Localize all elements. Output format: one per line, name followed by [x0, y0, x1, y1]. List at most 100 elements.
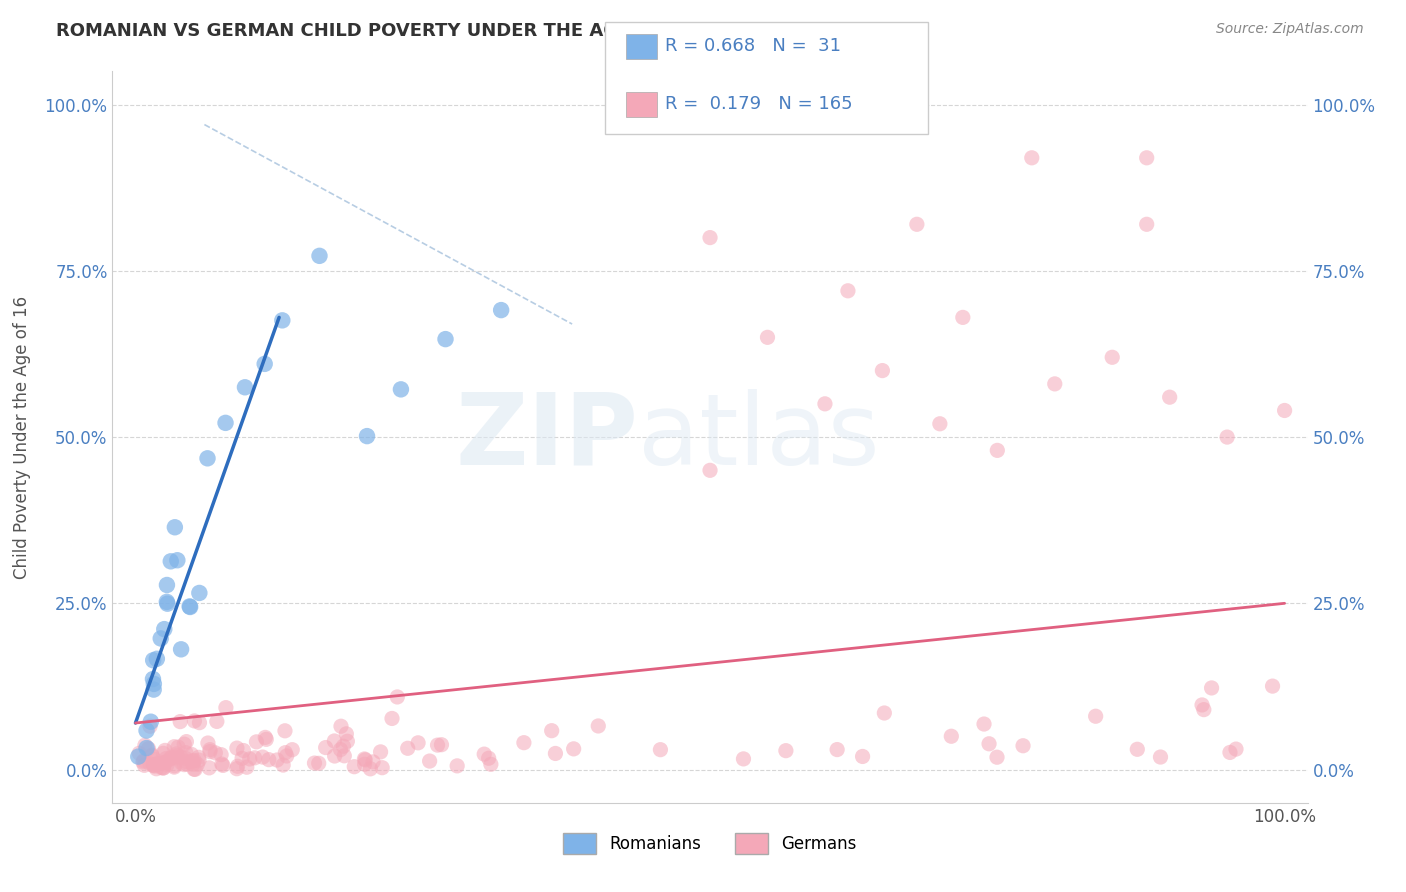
- Point: [354, 753, 377, 767]
- Point: [142, 672, 165, 686]
- Point: [149, 632, 172, 646]
- Point: [143, 759, 166, 773]
- Point: [155, 751, 177, 765]
- Point: [271, 313, 294, 327]
- Point: [150, 761, 173, 775]
- Point: [152, 746, 174, 760]
- Point: [170, 750, 193, 764]
- Point: [699, 463, 721, 477]
- Point: [1101, 351, 1123, 365]
- Point: [198, 761, 221, 775]
- Point: [308, 249, 330, 263]
- Point: [986, 443, 1008, 458]
- Point: [176, 757, 198, 772]
- Point: [145, 762, 167, 776]
- Point: [142, 653, 165, 667]
- Point: [205, 714, 228, 729]
- Point: [170, 756, 193, 770]
- Point: [152, 761, 174, 775]
- Point: [419, 754, 441, 768]
- Point: [156, 578, 179, 592]
- Point: [479, 757, 502, 772]
- Point: [198, 742, 221, 756]
- Point: [370, 745, 392, 759]
- Point: [472, 747, 495, 761]
- Point: [163, 759, 186, 773]
- Point: [257, 753, 280, 767]
- Point: [232, 743, 254, 757]
- Point: [226, 759, 249, 773]
- Text: R =  0.179   N = 165: R = 0.179 N = 165: [665, 95, 852, 113]
- Point: [135, 723, 157, 738]
- Point: [335, 727, 357, 741]
- Point: [1149, 750, 1171, 764]
- Point: [233, 380, 256, 394]
- Point: [1159, 390, 1181, 404]
- Point: [134, 738, 156, 752]
- Point: [650, 742, 672, 756]
- Point: [181, 757, 204, 772]
- Text: R = 0.668   N =  31: R = 0.668 N = 31: [665, 37, 841, 55]
- Point: [188, 715, 211, 730]
- Point: [381, 711, 404, 725]
- Point: [323, 749, 346, 764]
- Point: [973, 717, 995, 731]
- Text: Source: ZipAtlas.com: Source: ZipAtlas.com: [1216, 22, 1364, 37]
- Point: [231, 751, 253, 765]
- Point: [1012, 739, 1035, 753]
- Point: [308, 756, 330, 771]
- Point: [167, 740, 190, 755]
- Point: [156, 757, 179, 772]
- Point: [156, 595, 179, 609]
- Point: [775, 744, 797, 758]
- Point: [1084, 709, 1107, 723]
- Point: [371, 761, 394, 775]
- Point: [132, 755, 155, 769]
- Point: [127, 749, 149, 764]
- Point: [252, 750, 274, 764]
- Point: [544, 747, 567, 761]
- Point: [333, 748, 356, 763]
- Point: [513, 736, 536, 750]
- Point: [173, 757, 195, 772]
- Point: [1219, 746, 1241, 760]
- Point: [356, 429, 378, 443]
- Point: [1191, 698, 1213, 712]
- Point: [814, 397, 837, 411]
- Point: [225, 762, 247, 776]
- Point: [540, 723, 562, 738]
- Point: [179, 599, 201, 614]
- Text: ZIP: ZIP: [456, 389, 638, 485]
- Point: [928, 417, 950, 431]
- Point: [145, 757, 167, 772]
- Point: [184, 763, 207, 777]
- Point: [478, 751, 501, 765]
- Point: [215, 700, 238, 714]
- Point: [197, 451, 219, 466]
- Point: [186, 757, 208, 772]
- Point: [315, 740, 337, 755]
- Point: [166, 747, 188, 761]
- Point: [152, 761, 174, 775]
- Point: [756, 330, 779, 344]
- Point: [183, 714, 205, 728]
- Point: [153, 622, 176, 636]
- Point: [389, 382, 412, 396]
- Point: [837, 284, 859, 298]
- Point: [426, 738, 449, 752]
- Point: [188, 753, 211, 767]
- Point: [214, 416, 236, 430]
- Point: [142, 677, 165, 691]
- Point: [141, 749, 163, 764]
- Point: [159, 752, 181, 766]
- Point: [733, 752, 755, 766]
- Point: [1274, 403, 1296, 417]
- Point: [204, 746, 226, 760]
- Point: [135, 741, 157, 756]
- Point: [699, 230, 721, 244]
- Point: [128, 746, 150, 760]
- Point: [173, 737, 195, 751]
- Point: [166, 553, 188, 567]
- Point: [236, 760, 259, 774]
- Point: [1201, 681, 1223, 695]
